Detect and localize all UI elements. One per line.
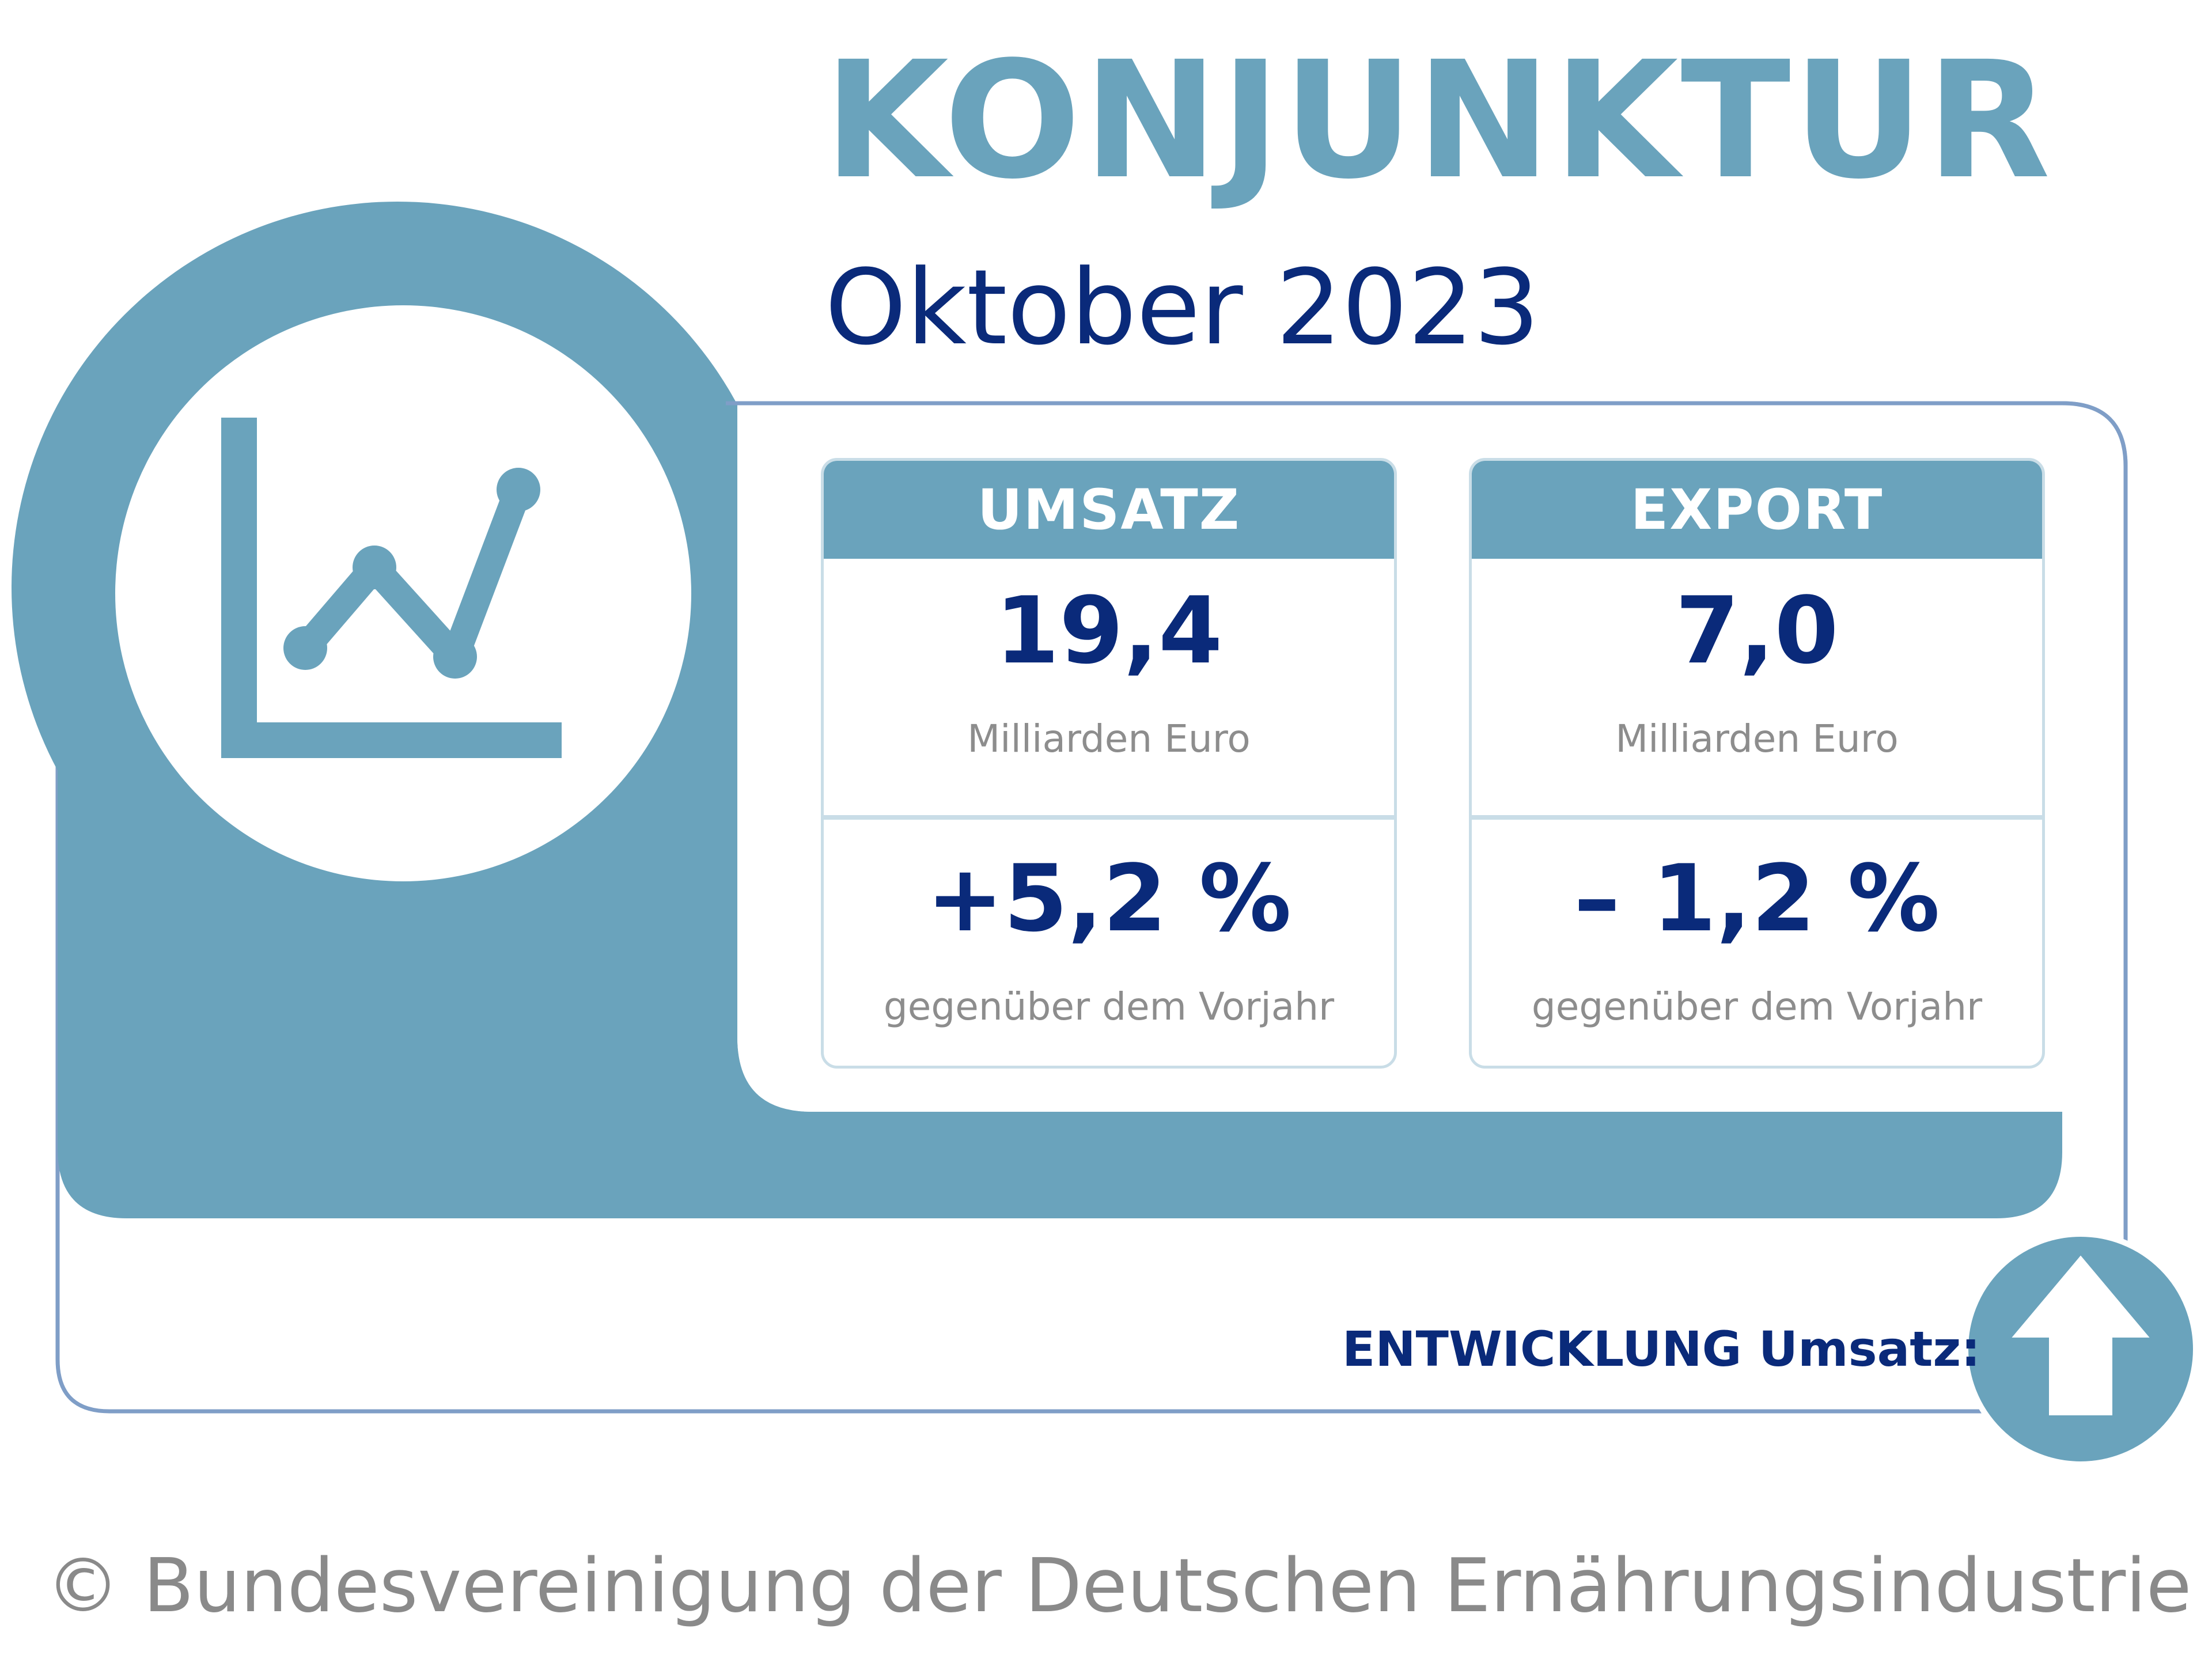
- umsatz-change: +5,2 %: [926, 844, 1291, 952]
- umsatz-card-header: UMSATZ: [824, 461, 1394, 559]
- page-subtitle: Oktober 2023: [825, 248, 1540, 368]
- panel-outline: [726, 401, 2128, 1359]
- umsatz-card: UMSATZ 19,4 Milliarden Euro +5,2 % gegen…: [821, 458, 1397, 1069]
- export-unit: Milliarden Euro: [1615, 717, 1899, 761]
- export-card-header: EXPORT: [1472, 461, 2042, 559]
- export-change-label: gegenüber dem Vorjahr: [1531, 984, 1983, 1029]
- export-card: EXPORT 7,0 Milliarden Euro – 1,2 % gegen…: [1469, 458, 2045, 1069]
- band-right-end: [743, 1112, 2054, 1218]
- line-chart-icon: [221, 418, 562, 758]
- page-title: KONJUNKTUR: [824, 27, 2053, 215]
- umsatz-unit: Milliarden Euro: [967, 717, 1251, 761]
- export-divider: [1472, 815, 2042, 820]
- trend-label: ENTWICKLUNG Umsatz:: [1342, 1321, 1980, 1377]
- umsatz-change-label: gegenüber dem Vorjahr: [883, 984, 1335, 1029]
- arrow-up-icon: [1963, 1231, 2199, 1467]
- copyright-footer: © Bundesvereinigung der Deutschen Ernähr…: [46, 1543, 2212, 1629]
- umsatz-value: 19,4: [995, 577, 1223, 684]
- export-change: – 1,2 %: [1574, 844, 1940, 952]
- umsatz-divider: [824, 815, 1394, 820]
- export-value: 7,0: [1675, 577, 1839, 684]
